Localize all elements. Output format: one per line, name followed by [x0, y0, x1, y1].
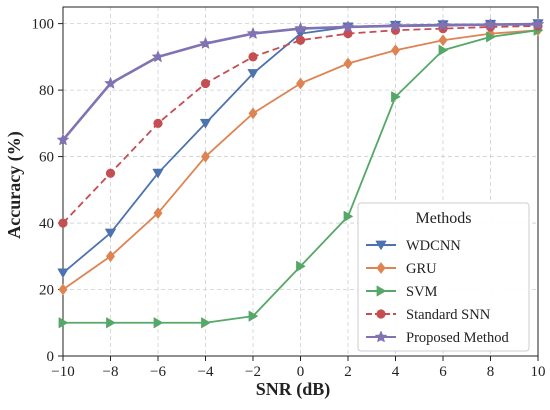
x-tick-label: 10: [531, 364, 546, 380]
legend-entry-wdcnn: WDCNN: [366, 238, 461, 254]
data-point-proposed-method: [532, 18, 544, 30]
data-point-proposed-method: [57, 133, 69, 145]
data-point-gru: [438, 34, 448, 46]
data-point-proposed-method: [437, 19, 449, 31]
data-point-svm: [438, 44, 448, 56]
data-point-proposed-method: [104, 77, 117, 89]
data-point-svm: [106, 317, 116, 329]
data-point-wdcnn: [105, 228, 116, 238]
data-point-svm: [391, 91, 401, 103]
legend-label: WDCNN: [406, 238, 461, 254]
x-tick-label: −4: [198, 364, 214, 380]
data-point-svm: [201, 317, 211, 329]
data-point-svm: [486, 31, 496, 43]
legend-entry-standard-snn: Standard SNN: [366, 307, 491, 323]
data-point-wdcnn: [200, 118, 211, 129]
legend-swatch-marker: [375, 330, 387, 343]
data-point-proposed-method: [389, 19, 402, 31]
y-tick-label: 40: [39, 216, 54, 232]
series-proposed-method: [57, 18, 544, 145]
legend-title: Methods: [416, 210, 472, 227]
y-tick-label: 0: [47, 349, 55, 365]
data-point-standard-snn: [153, 118, 163, 128]
data-point-gru: [153, 207, 163, 219]
data-point-svm: [296, 260, 306, 272]
data-point-wdcnn: [247, 69, 259, 79]
data-point-proposed-method: [247, 27, 259, 39]
legend-label: SVM: [406, 284, 438, 300]
y-tick-label: 20: [39, 283, 54, 299]
data-point-proposed-method: [294, 22, 307, 34]
series-svm: [58, 24, 543, 329]
data-point-standard-snn: [105, 168, 116, 178]
data-point-standard-snn: [58, 218, 68, 228]
legend-swatch-marker: [375, 240, 387, 250]
x-axis-label: SNR (dB): [256, 379, 331, 400]
data-point-wdcnn: [57, 268, 69, 278]
legend-swatch-marker: [376, 285, 386, 297]
series-line-standard-snn: [62, 25, 539, 224]
y-tick-label: 60: [39, 150, 54, 166]
x-tick-label: −10: [51, 364, 74, 380]
data-point-wdcnn: [152, 168, 164, 179]
legend-label: Standard SNN: [406, 307, 491, 323]
x-tick-label: 2: [344, 364, 352, 380]
legend-label: Proposed Method: [406, 330, 509, 346]
data-point-gru: [106, 250, 115, 262]
legend-box: [357, 202, 530, 352]
legend-swatch-marker: [376, 262, 386, 274]
data-point-svm: [343, 211, 353, 222]
legend-entry-proposed-method: Proposed Method: [366, 330, 509, 346]
data-point-gru: [248, 107, 258, 120]
data-point-gru: [391, 44, 400, 56]
x-tick-label: −2: [245, 364, 261, 380]
legend-swatch-marker: [376, 309, 386, 319]
data-point-gru: [296, 77, 305, 90]
data-point-svm: [248, 310, 258, 322]
data-point-proposed-method: [484, 18, 497, 30]
data-point-standard-snn: [248, 52, 258, 62]
legend-entry-svm: SVM: [366, 284, 438, 300]
data-point-svm: [58, 317, 68, 329]
data-point-standard-snn: [295, 35, 306, 45]
x-tick-label: −6: [150, 364, 166, 380]
data-point-proposed-method: [342, 20, 354, 32]
x-tick-label: −8: [103, 364, 119, 380]
x-tick-label: 4: [392, 364, 400, 380]
y-tick-label: 80: [39, 83, 54, 99]
data-point-svm: [153, 317, 163, 329]
data-point-gru: [58, 283, 68, 296]
data-point-gru: [343, 57, 353, 70]
y-tick-label: 100: [32, 17, 55, 33]
x-tick-label: 8: [487, 364, 495, 380]
data-point-gru: [201, 150, 210, 163]
y-axis-label: Accuracy (%): [4, 131, 25, 238]
legend-entry-gru: GRU: [366, 261, 437, 277]
data-point-standard-snn: [200, 78, 211, 89]
data-point-proposed-method: [199, 37, 212, 49]
data-point-proposed-method: [152, 50, 164, 62]
x-tick-label: 0: [297, 364, 305, 380]
legend-label: GRU: [406, 261, 437, 277]
x-tick-label: 6: [439, 364, 447, 380]
